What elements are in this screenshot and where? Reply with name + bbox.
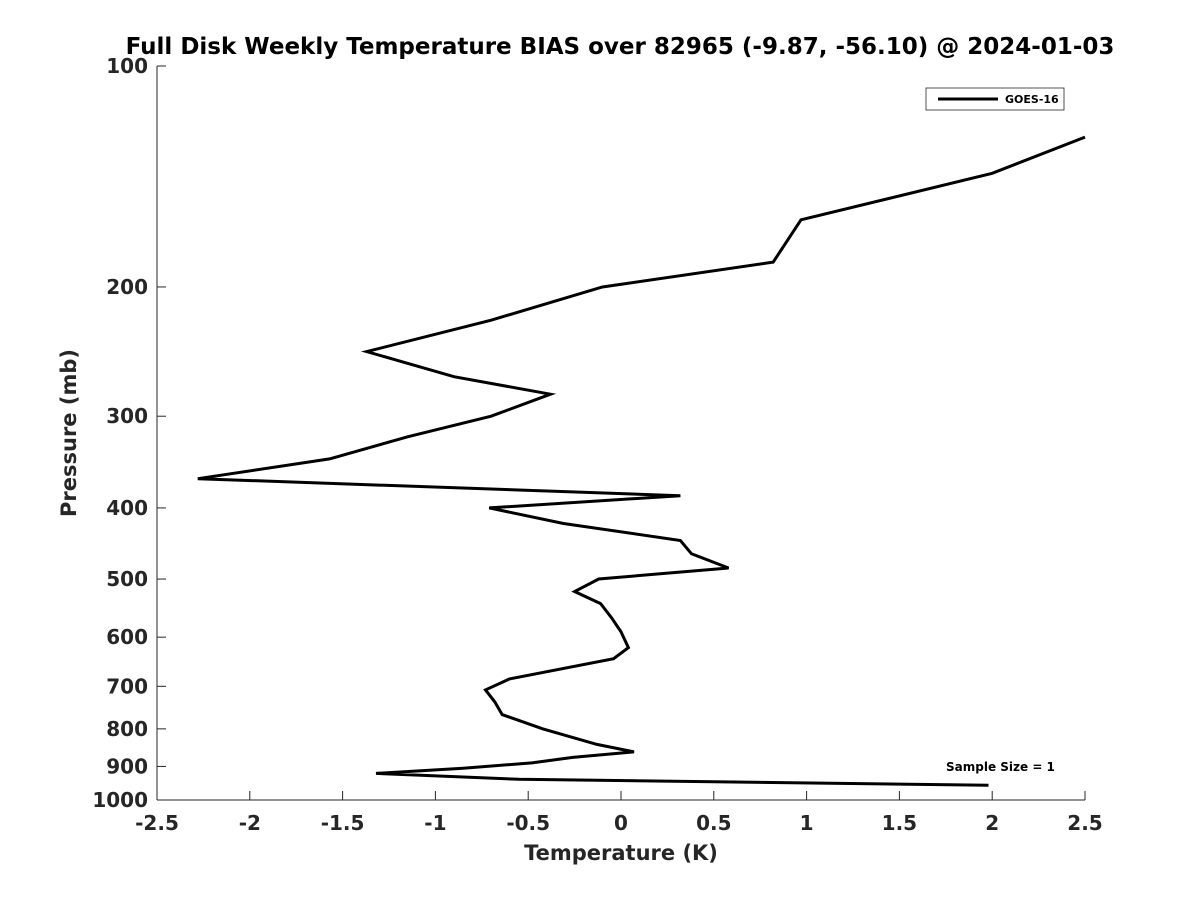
y-tick-label: 800 xyxy=(106,717,148,741)
x-ticks: -2.5 -2 -1.5 -1 -0.5 0 0.5 1 1.5 2 2.5 xyxy=(135,791,1103,835)
series-line-goes-16 xyxy=(197,135,1086,787)
x-tick-label: -2.5 xyxy=(135,811,179,835)
x-tick-label: 2.5 xyxy=(1067,811,1102,835)
x-tick-label: -0.5 xyxy=(506,811,550,835)
x-tick-label: 1 xyxy=(800,811,814,835)
sample-size-annotation: Sample Size = 1 xyxy=(946,760,1055,774)
x-tick-label: -1.5 xyxy=(321,811,365,835)
x-tick-label: -1 xyxy=(424,811,446,835)
y-tick-label: 900 xyxy=(106,754,148,778)
x-tick-label: 0.5 xyxy=(696,811,731,835)
x-tick-label: -2 xyxy=(239,811,261,835)
y-tick-label: 1000 xyxy=(92,788,148,812)
plot-area: -2.5 -2 -1.5 -1 -0.5 0 0.5 1 1.5 2 2.5 100 200 300 40… xyxy=(92,54,1102,835)
y-tick-label: 400 xyxy=(106,496,148,520)
y-tick-label: 100 xyxy=(106,54,148,78)
y-tick-label: 700 xyxy=(106,674,148,698)
y-tick-label: 300 xyxy=(106,404,148,428)
y-tick-label: 600 xyxy=(106,625,148,649)
chart-title: Full Disk Weekly Temperature BIAS over 8… xyxy=(126,34,1115,60)
y-ticks: 100 200 300 400 500 600 700 800 900 1000 xyxy=(92,54,166,812)
legend: GOES-16 xyxy=(925,87,1065,111)
y-tick-label: 200 xyxy=(106,275,148,299)
x-axis-label: Temperature (K) xyxy=(524,841,718,865)
y-tick-label: 500 xyxy=(106,567,148,591)
x-tick-label: 2 xyxy=(985,811,999,835)
x-tick-label: 1.5 xyxy=(882,811,917,835)
y-axis-label: Pressure (mb) xyxy=(57,349,81,517)
x-tick-label: 0 xyxy=(614,811,628,835)
legend-label-goes-16: GOES-16 xyxy=(1005,93,1059,106)
series-layer xyxy=(197,135,1086,787)
